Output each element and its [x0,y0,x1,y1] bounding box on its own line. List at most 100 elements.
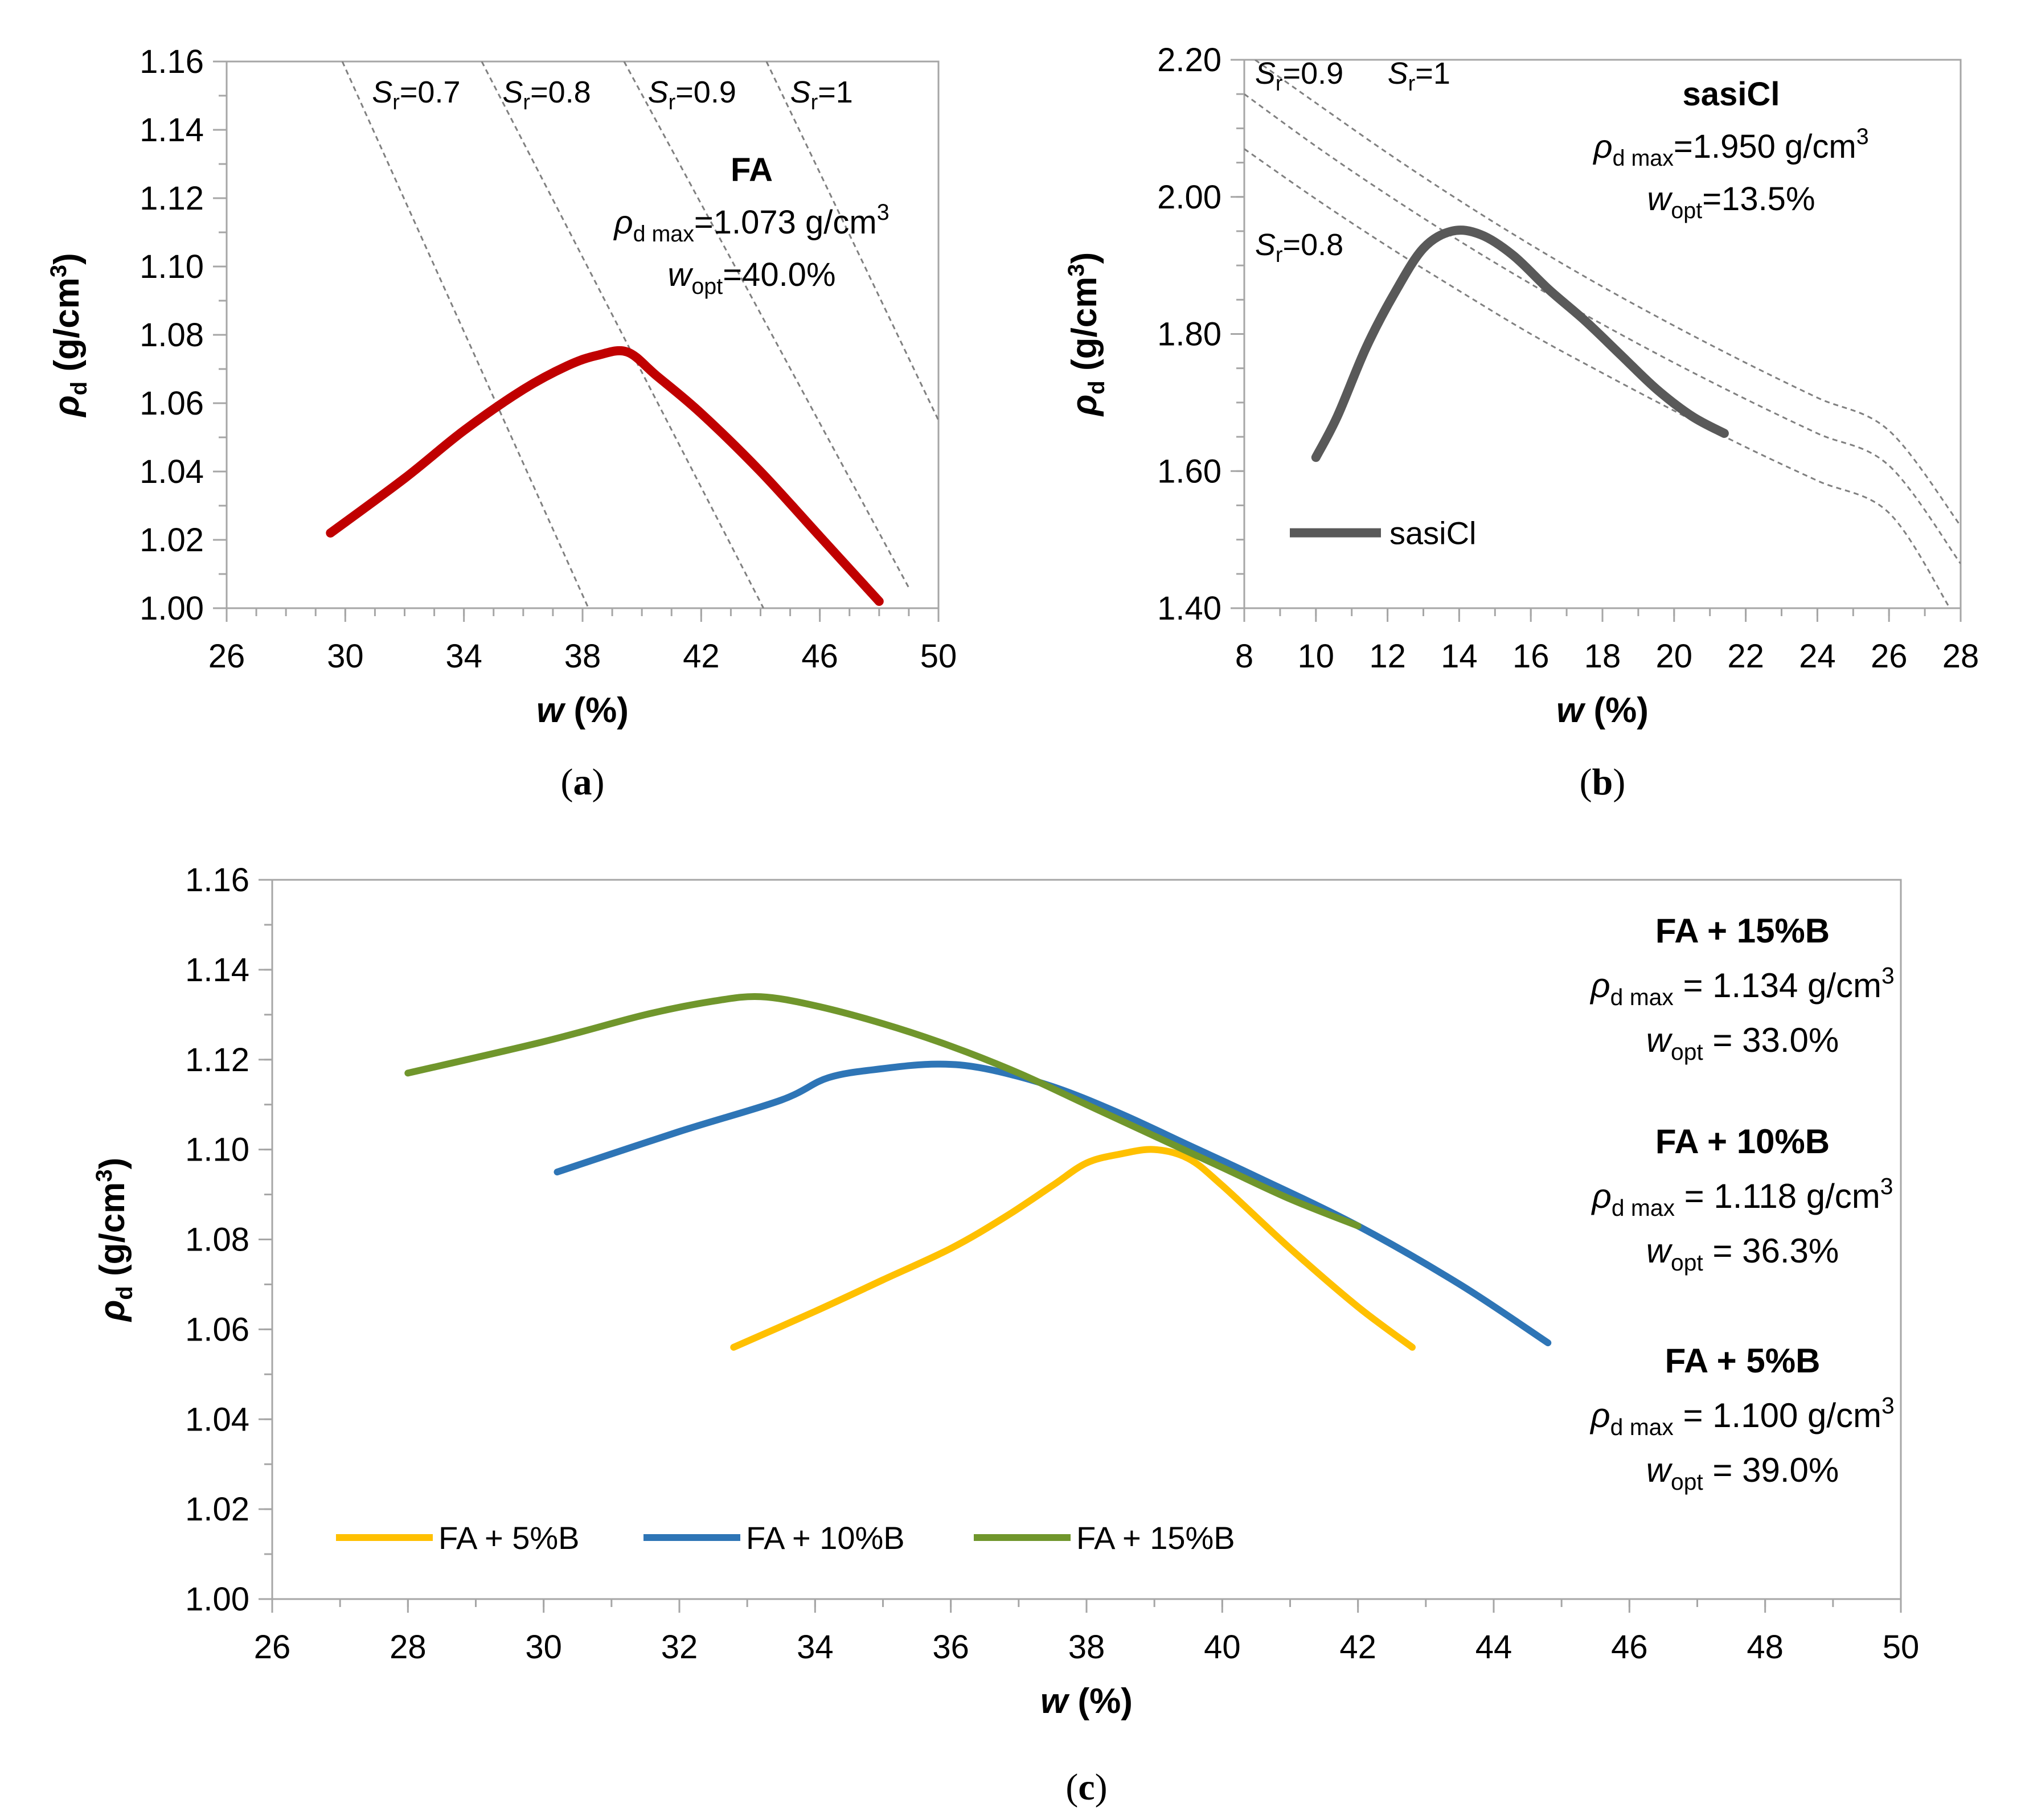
data-point [1545,1340,1551,1346]
y-axis-title: ρd (g/cm3) [92,1158,137,1322]
x-tick-label: 36 [932,1629,969,1666]
data-point [880,1065,886,1072]
data-point [1015,1070,1022,1076]
y-tick-label: 1.40 [1157,590,1221,627]
x-tick-label: 48 [1747,1629,1784,1666]
annotation-w-opt: wopt=13.5% [1647,181,1815,223]
x-tick-label: 18 [1584,638,1621,675]
data-point [677,1129,682,1135]
data-series-line [404,993,1362,1229]
data-point [1688,412,1696,420]
legend-label: FA + 5%B [438,1520,580,1556]
annotation-title: sasiCl [1683,76,1780,113]
y-tick-label: 2.00 [1157,179,1221,216]
y-tick-label: 1.12 [185,1042,249,1079]
annotation-w-opt: wopt = 33.0% [1646,1021,1839,1065]
data-point [1508,251,1517,260]
x-tick-label: 30 [327,638,364,675]
data-point [1616,350,1625,359]
legend-label: FA + 10%B [746,1520,905,1556]
data-point [540,1039,547,1045]
data-point [815,532,824,540]
axis-ticks [213,60,940,622]
data-point [593,351,602,359]
data-point [731,1344,737,1350]
x-tick-label: 24 [1799,638,1836,675]
y-tick-label: 1.16 [140,43,204,80]
panel-label: (a) [561,761,605,803]
saturation-line [1244,93,1961,564]
data-point [826,1075,832,1081]
annotation-w-opt: wopt = 39.0% [1646,1451,1839,1495]
data-point [1720,429,1728,438]
data-point [934,1061,940,1067]
y-tick-label: 1.80 [1157,316,1221,353]
data-point [758,994,764,1000]
y-tick-label: 1.00 [140,590,204,627]
y-tick-label: 1.14 [140,112,204,149]
data-point [1419,244,1428,253]
annotation-rho-max: ρd max = 1.118 g/cm3 [1591,1173,1893,1221]
annotation-title: FA [731,151,773,188]
data-point [1219,1182,1225,1188]
x-tick-label: 14 [1441,638,1478,675]
data-point [1117,1110,1124,1117]
y-tick-label: 1.06 [140,385,204,422]
saturation-line [765,62,938,421]
y-tick-label: 1.04 [185,1401,249,1438]
annotation-title: FA + 15%B [1655,912,1830,950]
y-tick-label: 1.12 [140,180,204,217]
x-tick-label: 40 [1204,1629,1241,1666]
x-tick-label: 42 [683,638,720,675]
data-point [1185,1142,1191,1148]
y-tick-label: 1.06 [185,1311,249,1348]
annotation-w-opt: wopt=40.0% [667,256,835,299]
axis-ticks [1231,59,1962,622]
data-point [1457,1281,1463,1288]
x-tick-label: 20 [1656,638,1693,675]
annotation-title: FA + 5%B [1665,1342,1821,1380]
x-axis-title: w (%) [536,691,629,730]
data-point [1287,1196,1293,1202]
data-point [653,372,661,380]
saturation-label: Sr=0.9 [1255,56,1343,96]
data-point [1117,1151,1124,1157]
y-tick-label: 1.14 [185,952,249,989]
data-point [400,474,409,482]
data-point [1333,412,1342,420]
data-point [875,597,883,605]
data-point [982,1065,988,1072]
x-axis-title: w (%) [1556,691,1649,730]
x-tick-label: 46 [801,638,838,675]
data-point [948,1245,954,1252]
data-point [1355,1303,1361,1310]
data-point [1355,1223,1361,1229]
saturation-line [1255,60,1961,527]
x-tick-label: 26 [254,1629,291,1666]
annotation-w-opt: wopt = 36.3% [1646,1232,1839,1276]
data-point [756,468,765,476]
saturation-label: Sr=0.7 [372,75,460,114]
chart-panel-b: 8 10 12 14 16 18 20 22 24 26 28 1.40 1.60 1.80 2.00 2.2… [1064,42,1979,803]
data-point [1219,1165,1225,1171]
y-tick-label: 1.02 [140,522,204,559]
chart-panel-a: 26 30 34 38 42 46 50 1.00 1.02 1.04 1.06 1.08 1.10 1.… [46,43,957,803]
legend-label: FA + 15%B [1076,1520,1235,1556]
x-tick-label: 8 [1235,638,1253,675]
data-point [405,1070,411,1076]
data-point [1448,227,1456,235]
data-point [1151,1146,1158,1153]
data-point [948,1043,954,1050]
annotation-rho-max: ρd max=1.950 g/cm3 [1592,124,1868,171]
data-point [623,348,632,356]
annotation-rho-max: ρd max = 1.100 g/cm3 [1589,1392,1894,1440]
saturation-label: Sr=1 [790,75,853,114]
saturation-label: Sr=0.8 [1255,228,1343,267]
data-point [563,362,572,370]
data-point [880,1020,886,1027]
x-tick-label: 34 [445,638,482,675]
saturation-line [341,62,589,608]
data-series-line [326,346,884,606]
data-point [812,1003,818,1009]
